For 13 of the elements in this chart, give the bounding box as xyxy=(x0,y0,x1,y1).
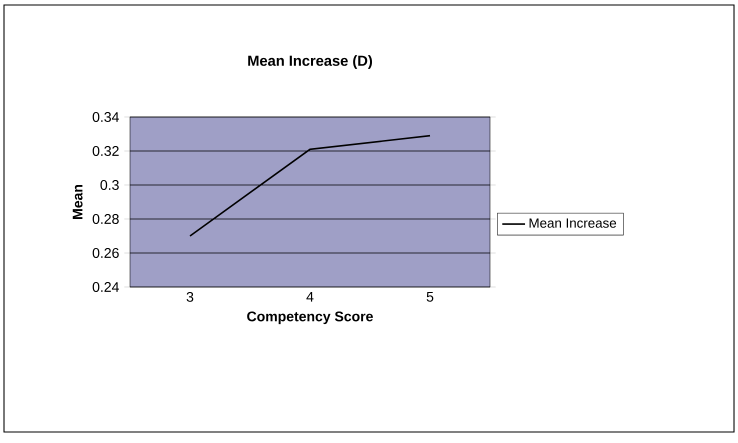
y-tick-label: 0.24 xyxy=(92,282,119,292)
y-tick-label: 0.3 xyxy=(100,180,119,190)
y-axis-title: Mean xyxy=(72,184,83,219)
y-tick-label: 0.28 xyxy=(92,214,119,224)
x-axis-title: Competency Score xyxy=(247,311,373,324)
y-tick-label: 0.34 xyxy=(92,112,119,122)
x-tick-label: 5 xyxy=(426,292,434,302)
x-tick-label: 4 xyxy=(306,292,314,302)
legend-label: Mean Increase xyxy=(530,218,616,228)
chart-title: Mean Increase (D) xyxy=(248,55,372,69)
y-tick-label: 0.32 xyxy=(92,146,119,156)
y-tick-label: 0.26 xyxy=(92,248,119,258)
x-tick-label: 3 xyxy=(186,292,194,302)
